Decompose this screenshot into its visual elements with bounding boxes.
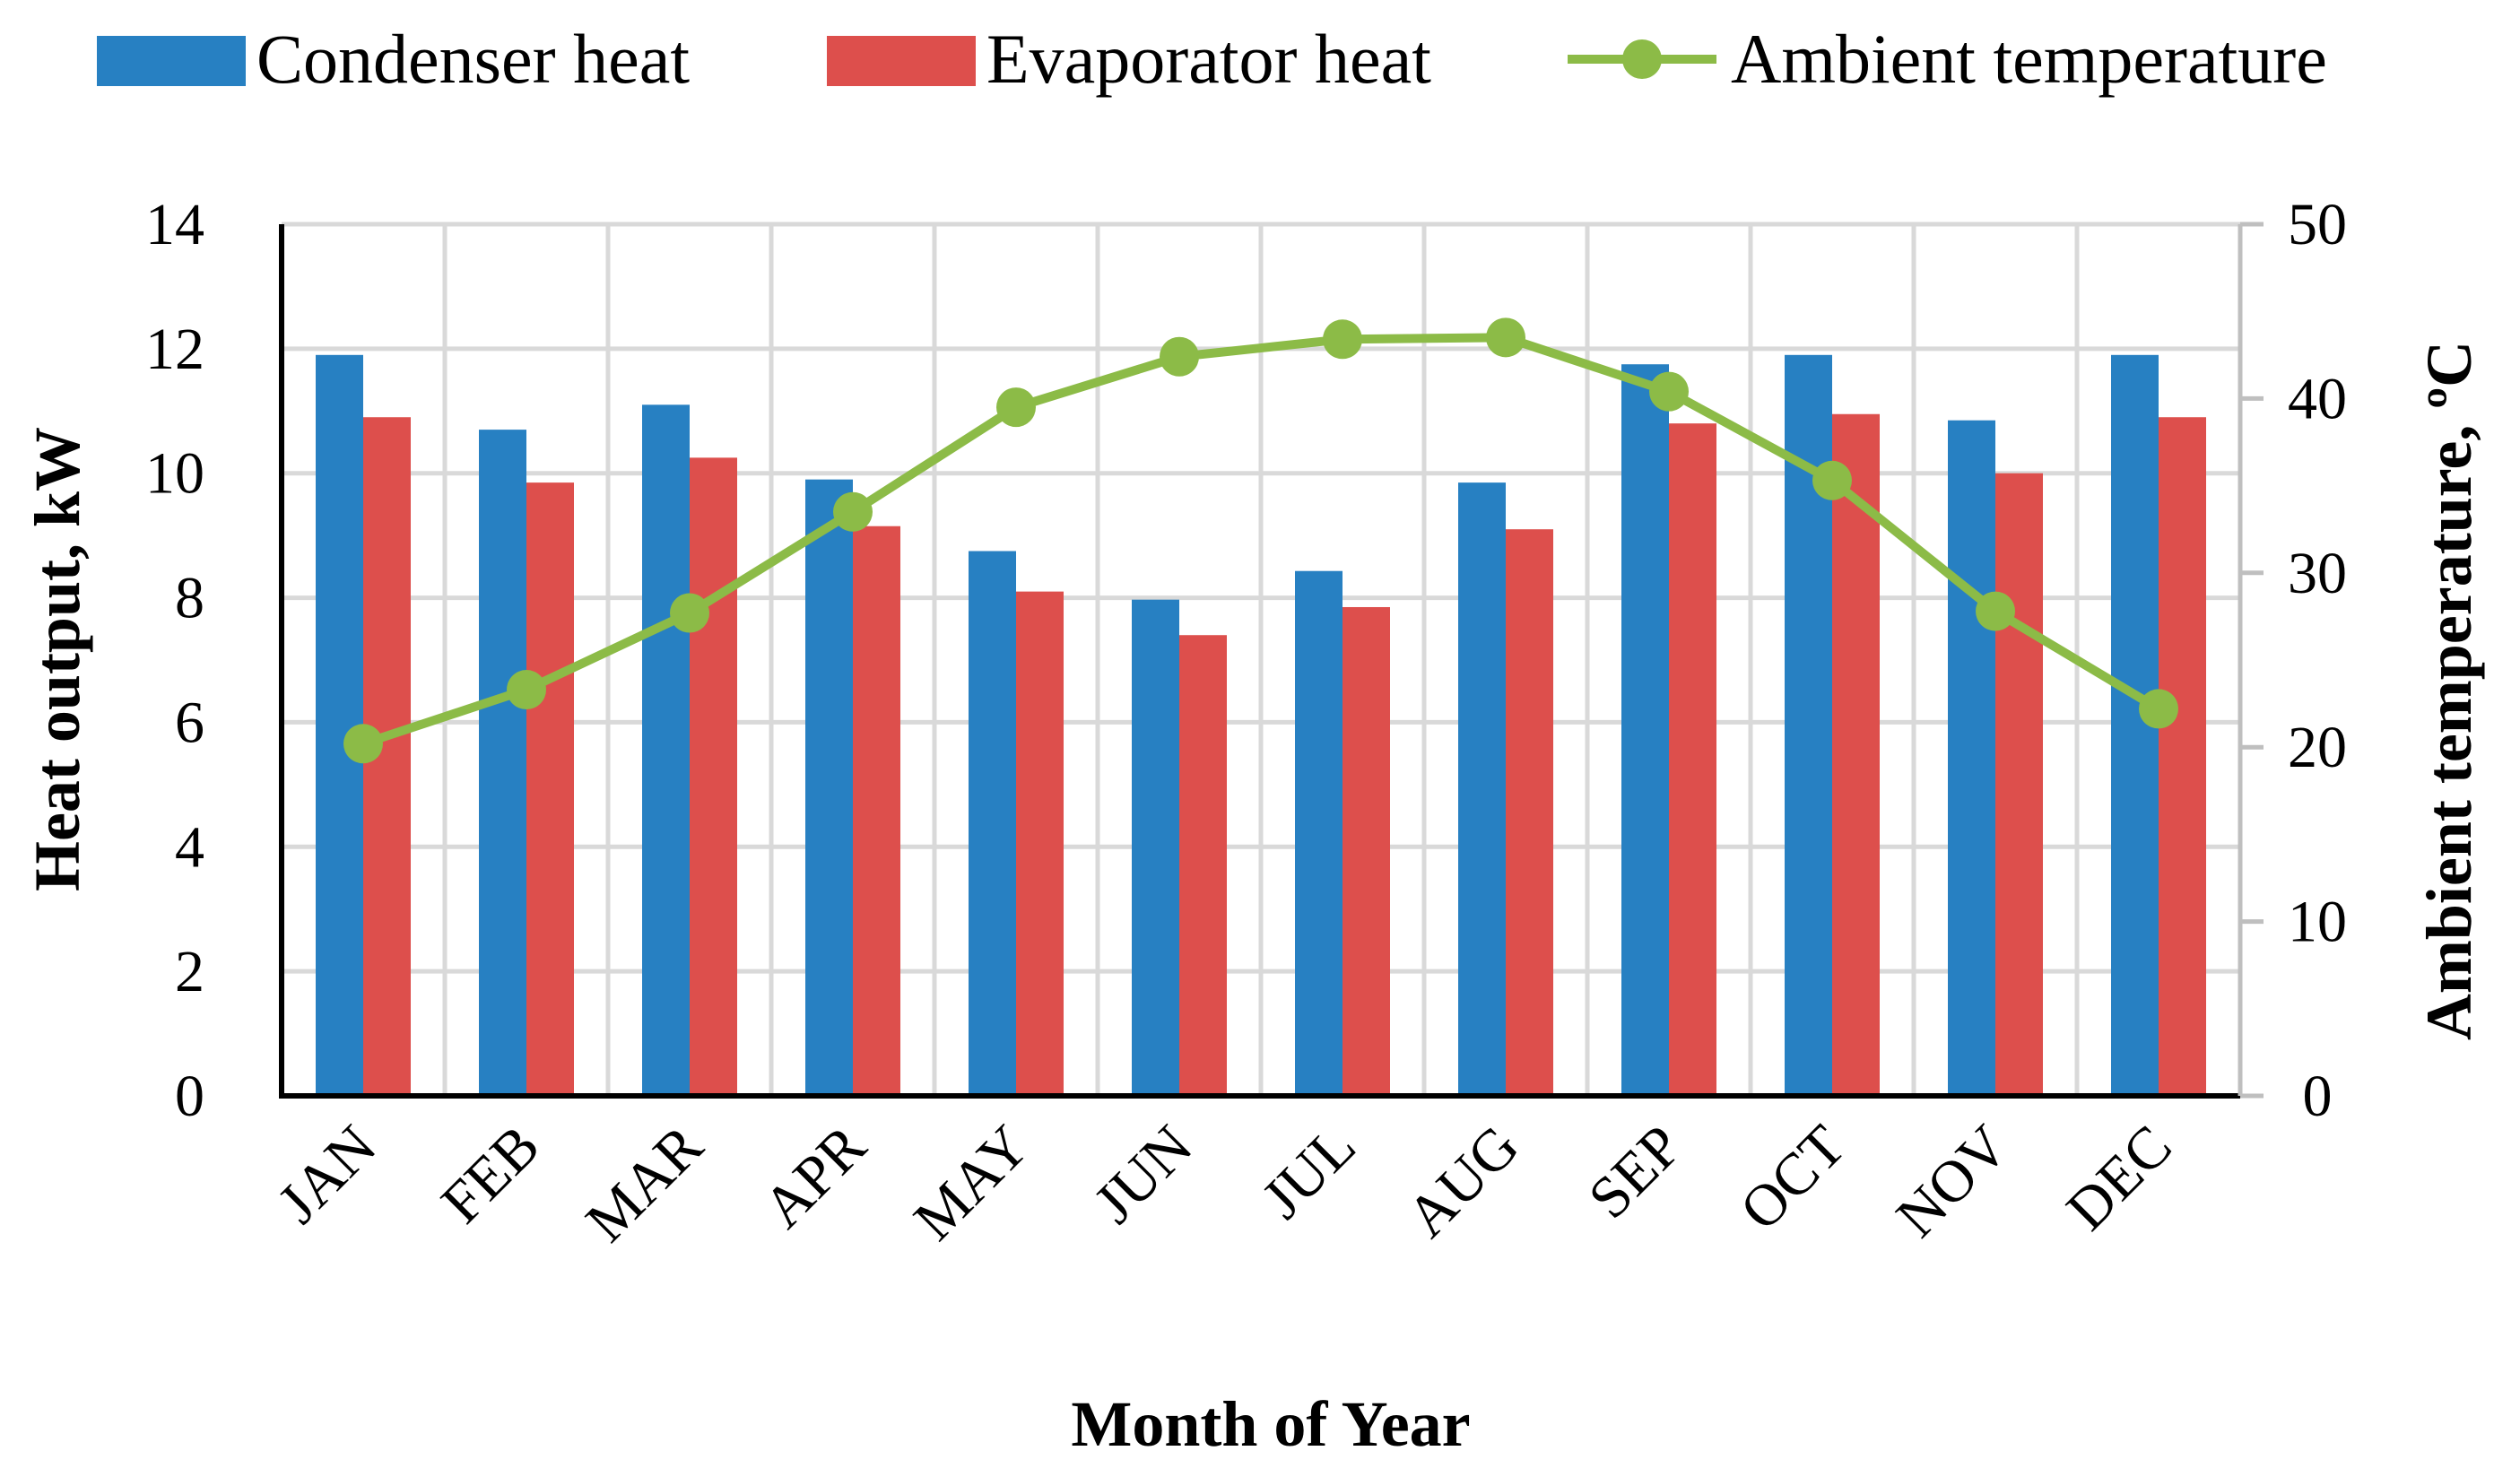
evaporator-bar-may xyxy=(1016,591,1064,1096)
evaporator-bar-aug xyxy=(1506,529,1553,1096)
evaporator-bar-apr xyxy=(853,526,900,1096)
axes xyxy=(279,222,2264,1099)
legend-marker-ambient xyxy=(1622,39,1662,79)
temperature-point-dec xyxy=(2139,689,2178,729)
condenser-bar-apr xyxy=(805,479,853,1096)
condenser-bar-aug xyxy=(1458,482,1506,1096)
y-tick-label: 8 xyxy=(175,566,204,631)
y-tick-label: 4 xyxy=(175,814,204,880)
legend-label-condenser: Condenser heat xyxy=(256,20,690,98)
condenser-bar-may xyxy=(969,551,1016,1096)
temperature-point-sep xyxy=(1649,371,1689,412)
ambient-temperature-line xyxy=(361,333,2161,749)
x-tick-label-mar: MAR xyxy=(574,1113,716,1255)
temperature-point-nov xyxy=(1976,591,2015,631)
x-tick-label-nov: NOV xyxy=(1884,1113,2021,1250)
temperature-point-mar xyxy=(670,593,709,633)
condenser-bar-jan xyxy=(316,354,363,1096)
x-tick-label-apr: APR xyxy=(751,1113,878,1240)
y2-tick-label: 20 xyxy=(2288,715,2347,780)
y-tick-label: 12 xyxy=(145,317,204,382)
evaporator-bar-jul xyxy=(1343,606,1390,1096)
x-tick-label-aug: AUG xyxy=(1395,1113,1532,1250)
evaporator-bar-jun xyxy=(1179,635,1227,1096)
legend-swatch-condenser xyxy=(97,36,246,86)
y2-tick-label: 50 xyxy=(2288,192,2347,257)
evaporator-bar-oct xyxy=(1832,413,1880,1096)
y-tick-label: 10 xyxy=(145,441,204,507)
condenser-bar-feb xyxy=(479,430,526,1097)
x-tick-label-dec: DEC xyxy=(2055,1113,2185,1243)
evaporator-bar-nov xyxy=(1995,473,2043,1096)
legend-swatch-evaporator xyxy=(827,36,976,86)
y-tick-label: 0 xyxy=(175,1064,204,1129)
temperature-point-feb xyxy=(507,670,546,710)
x-tick-label-oct: OCT xyxy=(1728,1113,1858,1243)
x-tick-label-feb: FEB xyxy=(429,1113,552,1236)
evaporator-bar-sep xyxy=(1669,423,1716,1097)
temperature-point-oct xyxy=(1812,460,1852,500)
temperature-point-apr xyxy=(833,491,873,532)
y2-tick-label: 30 xyxy=(2288,541,2347,606)
legend-label-ambient: Ambient temperature xyxy=(1731,20,2327,98)
temperature-point-jun xyxy=(1160,336,1199,377)
legend: Condenser heat Evaporator heat Ambient t… xyxy=(97,20,2327,98)
condenser-bar-jul xyxy=(1295,570,1343,1096)
legend-label-evaporator: Evaporator heat xyxy=(986,20,1431,98)
evaporator-bar-mar xyxy=(690,457,737,1096)
temperature-point-may xyxy=(996,387,1036,428)
y2-axis-title: Ambient temperature, ºC xyxy=(2413,341,2485,1040)
temperature-point-jul xyxy=(1323,319,1362,360)
y2-tick-label: 10 xyxy=(2288,890,2347,955)
y2-tick-label: 0 xyxy=(2303,1064,2333,1129)
temperature-point-jan xyxy=(343,724,383,764)
condenser-bar-mar xyxy=(642,404,690,1096)
x-tick-label-jul: JUL xyxy=(1250,1113,1369,1231)
x-tick-label-jan: JAN xyxy=(265,1113,388,1236)
y-tick-label: 6 xyxy=(175,690,204,755)
gridlines xyxy=(282,222,2240,1099)
y-tick-label: 14 xyxy=(145,192,204,257)
x-tick-label-jun: JUN xyxy=(1082,1113,1204,1236)
condenser-bar-nov xyxy=(1948,420,1995,1096)
condenser-bar-sep xyxy=(1621,364,1669,1096)
x-axis-title: Month of Year xyxy=(1071,1388,1470,1460)
temperature-line xyxy=(343,317,2178,764)
y-axis-title: Heat output, kW xyxy=(22,427,93,891)
y-tick-label: 2 xyxy=(175,939,204,1004)
evaporator-bar-feb xyxy=(526,482,574,1096)
y2-tick-label: 40 xyxy=(2288,366,2347,431)
condenser-bar-jun xyxy=(1132,599,1179,1096)
x-tick-label-may: MAY xyxy=(901,1113,1041,1253)
evaporator-bar-dec xyxy=(2159,417,2206,1096)
x-tick-label-sep: SEP xyxy=(1577,1113,1695,1231)
temperature-point-aug xyxy=(1486,317,1525,358)
